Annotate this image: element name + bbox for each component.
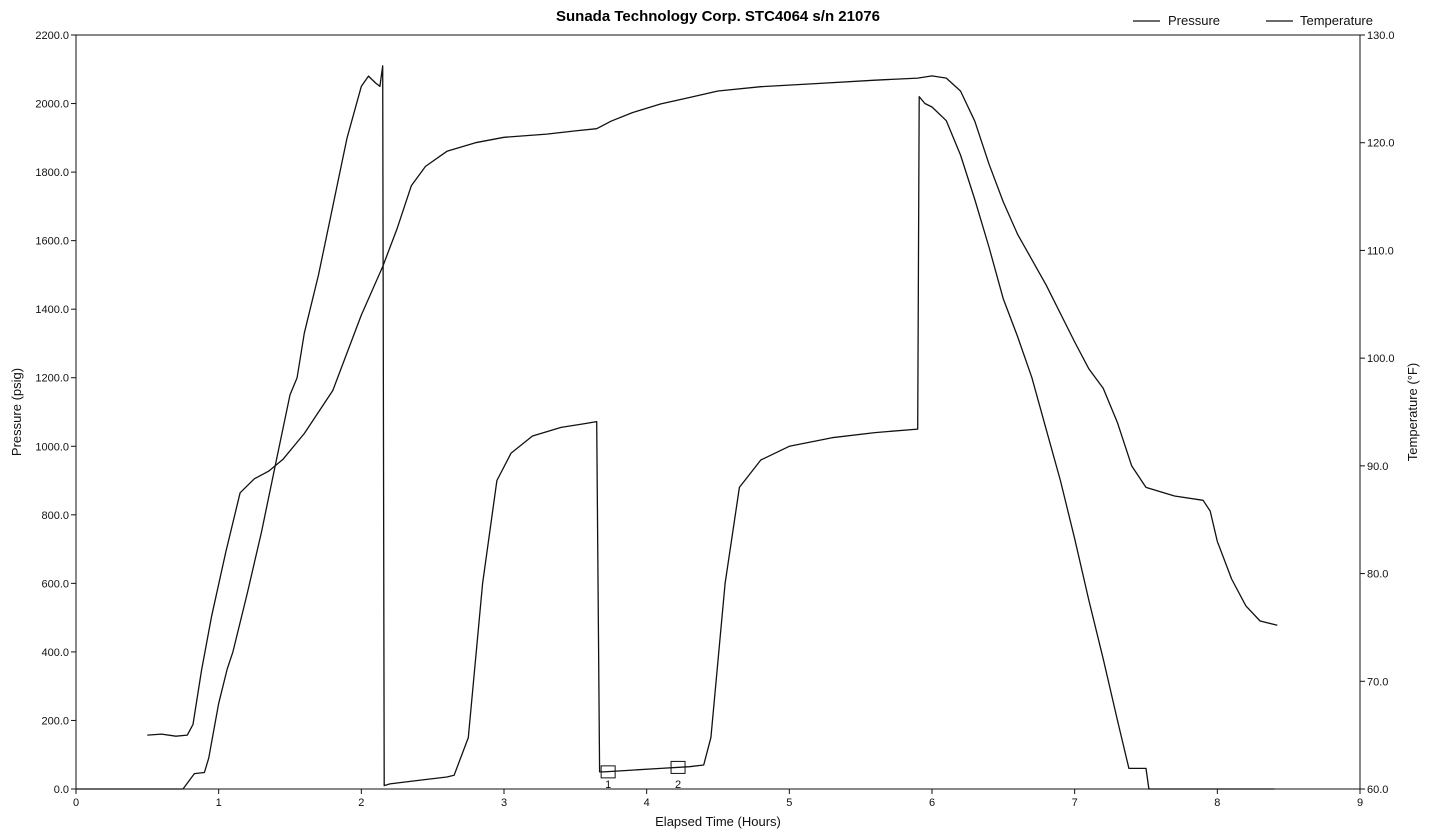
legend-label-temperature: Temperature — [1300, 13, 1373, 28]
y2-tick-label: 90.0 — [1367, 461, 1388, 473]
x-tick-label: 8 — [1214, 797, 1220, 809]
series-line-temperature — [147, 75, 1278, 737]
legend-label-pressure: Pressure — [1168, 13, 1220, 28]
y2-tick-label: 80.0 — [1367, 569, 1388, 581]
legend: Pressure Temperature — [1133, 13, 1373, 28]
x-tick-label: 3 — [501, 797, 507, 809]
x-tick-label: 9 — [1357, 797, 1363, 809]
y2-tick-label: 100.0 — [1367, 353, 1395, 365]
y2-tick-label: 70.0 — [1367, 676, 1388, 688]
x-tick-label: 4 — [644, 797, 650, 809]
plot-area — [75, 34, 1361, 790]
event-marker-box — [600, 765, 616, 779]
y-tick-label: 2200.0 — [35, 30, 69, 42]
event-marker-label: 2 — [675, 779, 681, 791]
y-tick-label: 1200.0 — [35, 373, 69, 385]
x-tick-label: 0 — [73, 797, 79, 809]
x-tick-label: 1 — [216, 797, 222, 809]
event-marker-label: 1 — [605, 779, 611, 791]
x-tick-label: 5 — [786, 797, 792, 809]
y2-tick-label: 120.0 — [1367, 138, 1395, 150]
y-tick-label: 2000.0 — [35, 99, 69, 111]
y-tick-label: 400.0 — [41, 647, 69, 659]
y-axis-left: 0.0 200.0 400.0 600.0 800.0 1000.0 1200.0 1400.… — [35, 30, 76, 796]
event-marker-box — [670, 760, 686, 774]
y2-tick-label: 60.0 — [1367, 784, 1388, 796]
x-tick-label: 2 — [358, 797, 364, 809]
y2-tick-label: 110.0 — [1367, 245, 1394, 257]
series-layer — [76, 65, 1278, 790]
y-tick-label: 0.0 — [54, 784, 69, 796]
y-tick-label: 800.0 — [41, 510, 69, 522]
y-tick-label: 600.0 — [41, 578, 69, 590]
x-axis: 0 1 2 3 4 5 6 7 8 9 — [73, 789, 1363, 809]
y-tick-label: 1800.0 — [35, 167, 69, 179]
x-axis-label: Elapsed Time (Hours) — [655, 814, 781, 829]
x-tick-label: 6 — [929, 797, 935, 809]
y2-tick-label: 130.0 — [1367, 30, 1395, 42]
y-axis-right: 60.0 70.0 80.0 90.0 100.0 110.0 120.0 130.0 — [1360, 30, 1395, 796]
series-line-pressure — [76, 65, 1275, 790]
y-tick-label: 1600.0 — [35, 236, 69, 248]
chart-title: Sunada Technology Corp. STC4064 s/n 2107… — [556, 8, 880, 25]
y-axis-label-right: Temperature (°F) — [1405, 363, 1420, 461]
y-tick-label: 200.0 — [41, 715, 69, 727]
y-tick-label: 1000.0 — [35, 441, 69, 453]
y-axis-label-left: Pressure (psig) — [9, 368, 24, 456]
x-tick-label: 7 — [1072, 797, 1078, 809]
y-tick-label: 1400.0 — [35, 304, 69, 316]
